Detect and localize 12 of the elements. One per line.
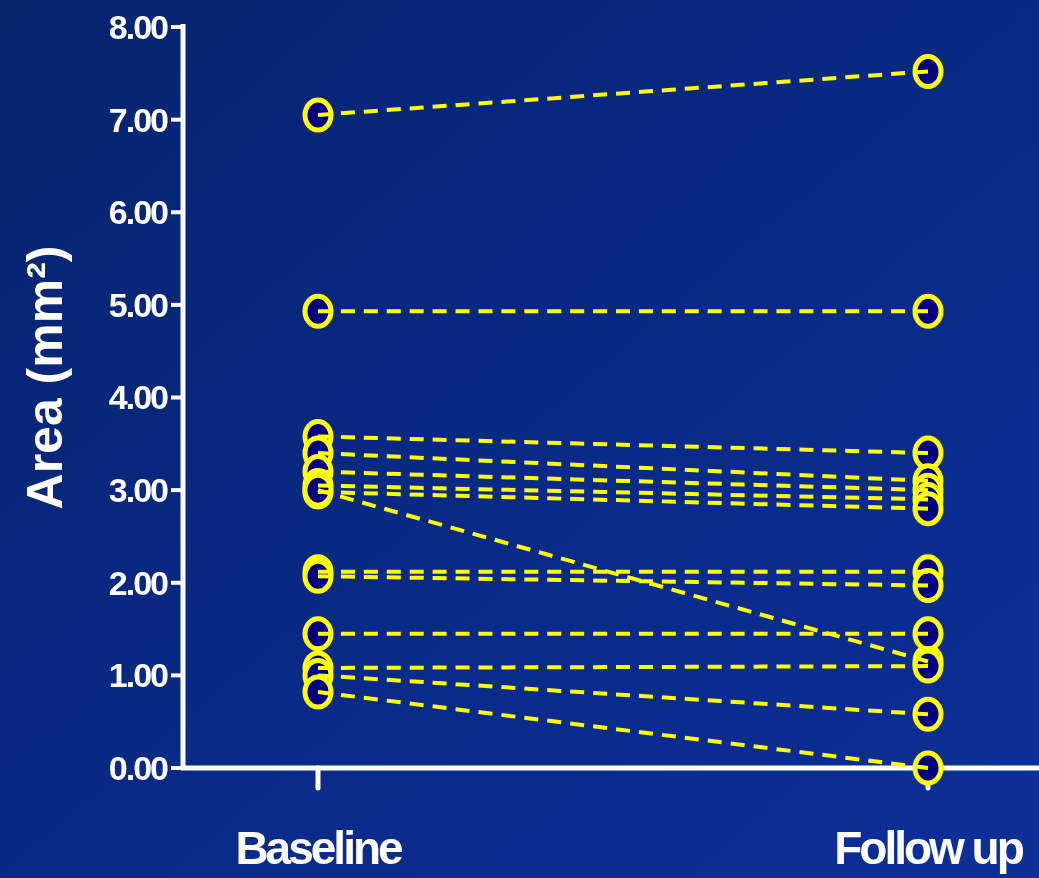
- y-tick-label: 2.00: [108, 563, 169, 602]
- y-tick-label: 1.00: [108, 656, 169, 695]
- y-tick-label: 6.00: [108, 193, 169, 232]
- y-tick-label: 3.00: [108, 471, 169, 510]
- y-tick-label: 0.00: [108, 748, 169, 787]
- y-tick-label: 8.00: [108, 7, 169, 46]
- y-axis-title: Area (mm²): [17, 245, 73, 510]
- y-tick-label: 4.00: [108, 378, 169, 417]
- x-tick-label: Baseline: [235, 822, 404, 874]
- y-tick-label: 7.00: [108, 100, 169, 139]
- y-tick-label: 5.00: [108, 285, 169, 324]
- x-tick-label: Follow up: [834, 822, 1024, 874]
